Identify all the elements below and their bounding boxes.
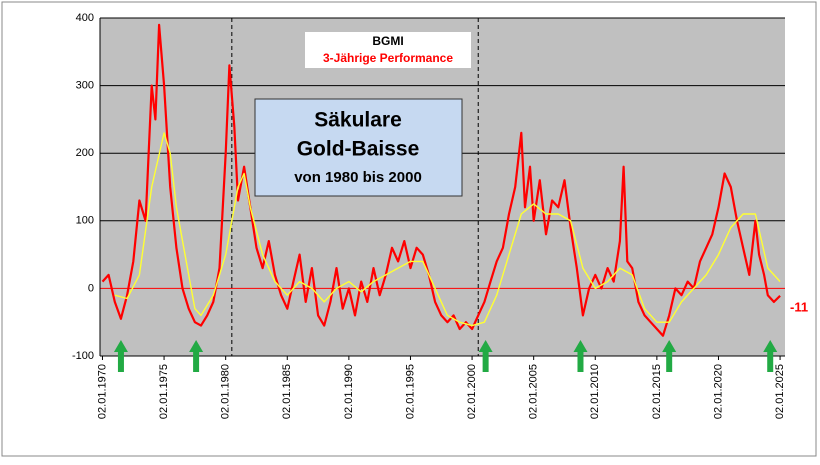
arrow (189, 340, 204, 372)
x-tick-label: 02.01.1980 (220, 364, 232, 419)
y-tick-label: 200 (76, 147, 94, 159)
arrow (113, 340, 128, 372)
annotation-text: Gold-Baisse (297, 138, 420, 161)
series-line (114, 132, 781, 327)
x-tick-label: 02.01.1985 (281, 364, 293, 419)
arrow (478, 340, 493, 372)
annotation-text: von 1980 bis 2000 (294, 169, 422, 186)
y-tick-label: 0 (88, 282, 94, 294)
y-tick-label: 400 (76, 12, 94, 24)
chart-title: BGMI (372, 34, 403, 48)
x-tick-label: 02.01.1970 (96, 364, 108, 419)
end-label: -11 (790, 299, 808, 314)
annotation-box (254, 98, 463, 197)
y-tick-label: 300 (76, 80, 94, 92)
x-tick-label: 02.01.2010 (589, 364, 601, 419)
arrow (763, 340, 778, 372)
x-tick-label: 02.01.2025 (774, 364, 786, 419)
series-line (101, 23, 781, 337)
annotation-text: Säkulare (314, 109, 402, 132)
y-tick-label: -100 (72, 350, 94, 362)
title-box (305, 32, 471, 68)
x-tick-label: 02.01.1975 (158, 364, 170, 419)
arrow (573, 340, 588, 372)
chart-subtitle: 3-Jährige Performance (323, 51, 453, 65)
x-tick-label: 02.01.2020 (712, 364, 724, 419)
x-tick-label: 02.01.2005 (528, 364, 540, 419)
x-tick-label: 02.01.1990 (343, 364, 355, 419)
arrow (662, 340, 677, 372)
x-tick-label: 02.01.1995 (404, 364, 416, 419)
y-tick-label: 100 (76, 215, 94, 227)
x-tick-label: 02.01.2000 (466, 364, 478, 419)
x-tick-label: 02.01.2015 (651, 364, 663, 419)
